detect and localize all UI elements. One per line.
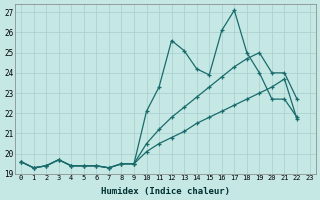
X-axis label: Humidex (Indice chaleur): Humidex (Indice chaleur) [101,187,230,196]
